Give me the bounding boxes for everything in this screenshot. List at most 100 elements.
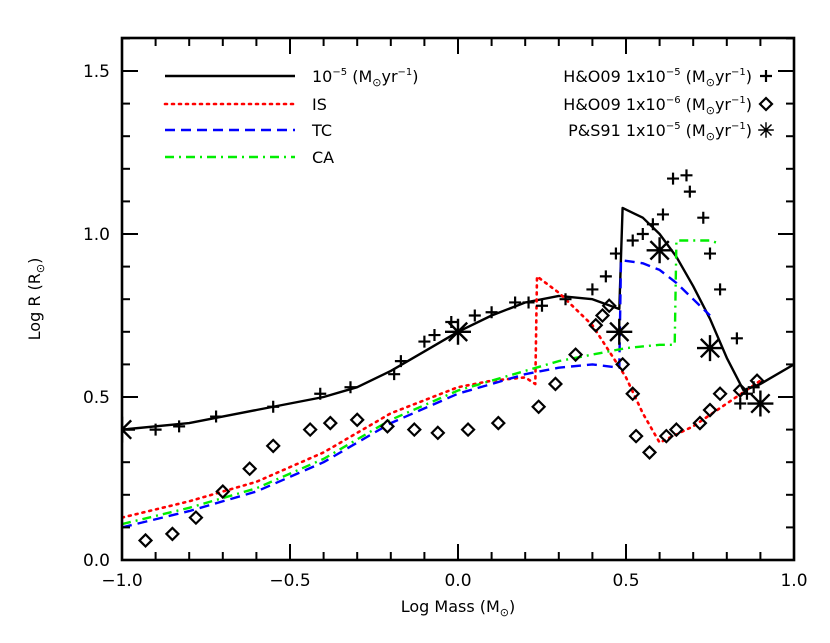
diamond-marker [188, 510, 204, 526]
legend-label: P&S91 1x10−5 (M⊙yr−1) [568, 121, 752, 143]
diamond-marker [242, 461, 258, 477]
diamond-marker [265, 438, 281, 454]
diamond-marker [628, 428, 644, 444]
diamond-marker [658, 428, 674, 444]
diamond-marker [215, 483, 231, 500]
plus-marker [522, 296, 535, 309]
diamond-marker [692, 415, 708, 431]
legend-diamond-icon [758, 96, 774, 112]
plus-marker [626, 234, 639, 247]
diamond-marker [601, 298, 617, 314]
plus-marker [394, 355, 407, 368]
plus-marker [697, 211, 710, 224]
asterisk-marker [747, 390, 774, 417]
axis-ticks: −1.0 −0.5 0.0 0.5 1.0 0.0 0.5 1.0 1.5 [83, 37, 808, 591]
x-tick-label: 0.0 [444, 571, 471, 591]
diamond-marker [164, 526, 180, 542]
y-tick-label: 0.0 [83, 551, 110, 571]
y-axis-title: Log R (R⊙) [25, 258, 47, 341]
asterisk-marker [606, 318, 633, 345]
diamond-marker [349, 412, 365, 428]
x-axis-title: Log Mass (M⊙) [401, 597, 516, 619]
diamond-marker [588, 317, 604, 333]
plus-marker [734, 397, 747, 410]
plus-marker [210, 410, 223, 423]
plus-marker [485, 306, 498, 319]
legend-line-entry: CA [165, 148, 334, 167]
legend-label: IS [312, 95, 327, 114]
legend-marker-entry: H&O09 1x10−5 (M⊙yr−1) [563, 67, 772, 89]
asterisk-marker [697, 335, 723, 362]
diamond-marker [490, 415, 506, 431]
asterisk-marker [445, 318, 471, 345]
plus-marker [468, 309, 481, 322]
diamond-marker [749, 373, 765, 389]
plus-marker [609, 247, 622, 260]
diamond-marker [322, 415, 338, 431]
diamond-marker [668, 422, 684, 438]
legend-label: H&O09 1x10−5 (M⊙yr−1) [563, 67, 752, 89]
plus-marker [428, 329, 441, 342]
legend-line-entry: TC [165, 121, 332, 140]
y-tick-label: 0.5 [83, 388, 110, 408]
x-tick-label: 0.5 [612, 571, 639, 591]
series-2 [122, 258, 711, 529]
diamond-marker [732, 382, 748, 399]
series-3 [122, 239, 721, 526]
series-line [122, 258, 711, 529]
series-4 [149, 169, 760, 436]
plus-marker [418, 335, 431, 348]
diamond-marker [302, 422, 318, 438]
diamond-marker [641, 444, 658, 460]
legend-label: TC [311, 121, 332, 140]
series-0 [122, 206, 794, 431]
plus-marker [173, 420, 186, 433]
series-line [122, 275, 762, 519]
legend-line-entry: IS [163, 95, 327, 114]
x-tick-label: −0.5 [269, 571, 310, 591]
plus-marker [559, 293, 572, 306]
y-tick-label: 1.5 [83, 62, 110, 82]
plus-marker [599, 270, 612, 283]
diamond-marker [137, 532, 154, 548]
plus-marker [714, 283, 727, 296]
legend-asterisk-icon [758, 122, 774, 138]
plus-marker [314, 387, 327, 400]
diamond-marker [379, 418, 395, 434]
diamond-marker [430, 425, 446, 441]
plus-marker [344, 381, 357, 394]
plus-marker [509, 296, 522, 309]
series-line [122, 206, 794, 431]
series-5 [137, 298, 765, 548]
plus-marker [536, 299, 548, 312]
plus-marker [704, 247, 716, 260]
plus-marker [388, 368, 401, 381]
series-1 [122, 275, 762, 519]
plus-marker [730, 332, 743, 345]
diamond-marker [547, 376, 563, 392]
series-layer [122, 169, 794, 548]
plus-marker [149, 423, 162, 436]
plus-marker [680, 169, 693, 182]
legend-label: CA [312, 148, 334, 167]
plus-marker [683, 185, 696, 198]
legend-label: H&O09 1x10−6 (M⊙yr−1) [563, 95, 752, 117]
legend-label: 10−5 (M⊙yr−1) [312, 67, 419, 89]
legend-marker-entry: H&O09 1x10−6 (M⊙yr−1) [563, 95, 774, 117]
diamond-marker [406, 422, 422, 438]
diamond-marker [615, 356, 631, 372]
asterisk-marker [646, 237, 673, 264]
legend-line-entry: 10−5 (M⊙yr−1) [165, 67, 419, 89]
legend: 10−5 (M⊙yr−1) IS TC CA H&O09 1x10−5 (M⊙yr−1)… [163, 67, 774, 167]
x-tick-label: −1.0 [101, 571, 142, 591]
diamond-marker [625, 386, 641, 402]
plus-marker [667, 172, 680, 185]
series-6 [122, 237, 774, 443]
plus-marker [656, 208, 669, 221]
y-tick-label: 1.0 [83, 225, 110, 245]
x-tick-label: 1.0 [780, 571, 807, 591]
diamond-marker [594, 307, 611, 324]
series-line [122, 239, 721, 526]
legend-marker-entry: P&S91 1x10−5 (M⊙yr−1) [568, 121, 774, 143]
